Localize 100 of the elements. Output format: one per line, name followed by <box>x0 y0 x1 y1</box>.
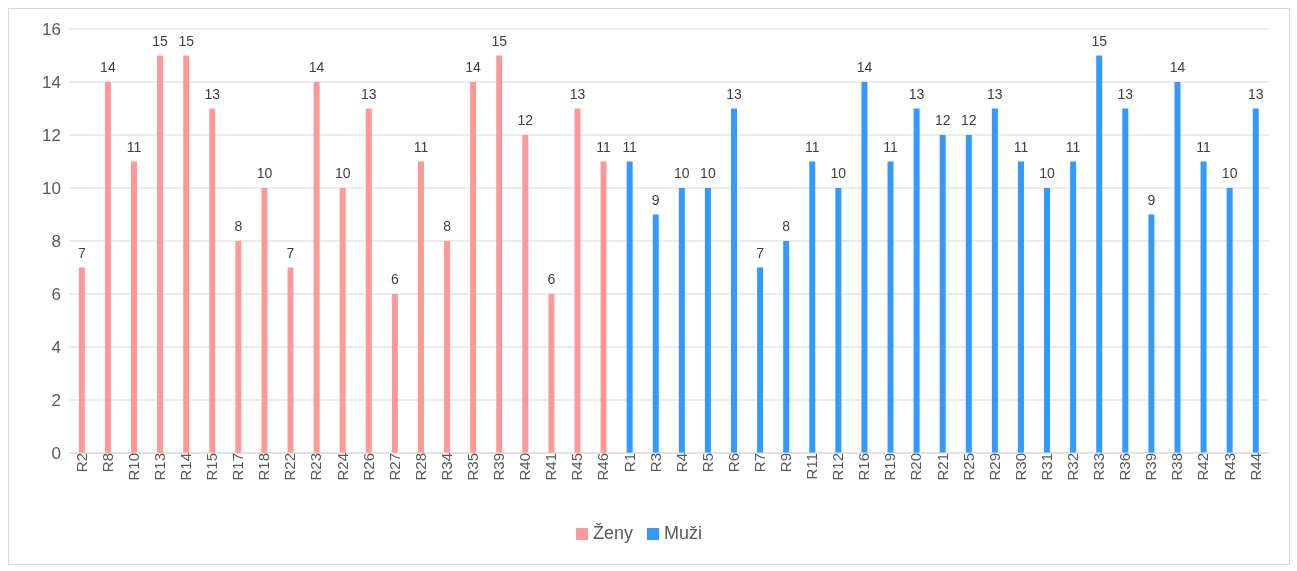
data-label: 11 <box>413 138 429 155</box>
x-tick-label: R42 <box>1194 453 1212 481</box>
bar <box>1122 108 1129 453</box>
data-label: 15 <box>491 32 508 49</box>
data-label: 8 <box>234 218 243 234</box>
data-label: 10 <box>830 165 847 181</box>
bar <box>548 294 555 453</box>
bar <box>235 241 242 453</box>
data-label: 10 <box>1039 165 1056 181</box>
data-label: 6 <box>547 271 556 287</box>
data-label: 13 <box>204 85 221 102</box>
x-tick-label: R24 <box>333 453 351 481</box>
x-tick-label: R39 <box>1142 453 1160 481</box>
data-label: 11 <box>883 138 898 155</box>
x-tick-label: R43 <box>1220 453 1238 481</box>
x-tick-label: R44 <box>1246 453 1264 481</box>
data-label: 7 <box>77 244 86 261</box>
bar <box>991 108 998 453</box>
data-label: 10 <box>700 165 716 181</box>
x-tick-label: R21 <box>933 453 951 481</box>
x-tick-label: R11 <box>803 453 821 480</box>
x-tick-label: R32 <box>1064 453 1081 481</box>
bar <box>1017 161 1024 453</box>
data-label: 10 <box>1221 165 1238 181</box>
x-tick-label: R15 <box>203 453 221 481</box>
x-tick-label: R8 <box>98 453 116 473</box>
x-tick-label: R2 <box>72 453 90 473</box>
bar <box>470 82 477 453</box>
data-label: 13 <box>360 85 377 102</box>
data-label: 8 <box>443 218 452 234</box>
data-label: 11 <box>804 138 820 155</box>
x-tick-label: R34 <box>437 453 455 481</box>
bar <box>783 241 790 453</box>
data-label: 9 <box>651 191 660 208</box>
x-tick-label: R23 <box>307 453 325 481</box>
bar <box>391 294 398 453</box>
x-tick-label: R20 <box>907 453 925 481</box>
data-label: 10 <box>674 165 690 181</box>
data-label: 7 <box>756 244 765 261</box>
data-label: 10 <box>256 165 273 181</box>
data-label: 14 <box>100 59 116 75</box>
x-tick-label: R40 <box>516 453 534 481</box>
x-tick-label: R1 <box>620 453 638 473</box>
bar <box>287 267 294 453</box>
bar <box>183 55 190 453</box>
bar <box>887 161 894 453</box>
bar <box>313 82 320 453</box>
data-label: 14 <box>1169 59 1186 75</box>
x-tick-label: R28 <box>411 453 429 481</box>
x-tick-label: R4 <box>672 453 690 473</box>
bar <box>704 188 711 453</box>
data-label: 12 <box>517 112 534 128</box>
y-tick-label: 10 <box>42 179 61 199</box>
x-tick-label: R36 <box>1116 453 1134 481</box>
x-tick-label: R14 <box>177 453 195 481</box>
bar <box>757 267 764 453</box>
x-tick-label: R41 <box>542 453 560 481</box>
bar <box>1148 214 1155 453</box>
x-tick-label: R35 <box>464 453 481 481</box>
x-tick-label: R19 <box>881 453 899 481</box>
data-label: 12 <box>934 112 951 128</box>
data-label: 14 <box>465 59 482 75</box>
bar <box>1200 161 1207 453</box>
data-label: 7 <box>286 244 295 261</box>
data-label: 10 <box>334 165 351 181</box>
bar <box>835 188 842 453</box>
x-tick-label: R22 <box>281 453 299 481</box>
bar <box>626 161 633 453</box>
data-label: 13 <box>987 85 1003 102</box>
data-label: 15 <box>1091 32 1108 49</box>
bar <box>104 82 111 453</box>
x-tick-label: R13 <box>150 453 168 481</box>
y-tick-label: 14 <box>42 73 61 93</box>
bar <box>365 108 372 453</box>
legend-label: Ženy <box>592 523 633 544</box>
data-label: 13 <box>1247 85 1264 102</box>
x-tick-label: R39 <box>490 453 508 481</box>
x-tick-label: R30 <box>1011 453 1029 481</box>
x-tick-label: R9 <box>777 453 795 473</box>
data-label: 14 <box>856 59 873 75</box>
x-tick-label: R17 <box>229 453 247 481</box>
bar <box>1252 108 1259 453</box>
bar <box>339 188 346 453</box>
bar <box>600 161 607 453</box>
data-label: 9 <box>1147 191 1156 208</box>
x-tick-label: R31 <box>1037 453 1055 481</box>
x-tick-label: R18 <box>255 453 273 481</box>
bar <box>678 188 685 453</box>
x-tick-label: R25 <box>959 453 977 481</box>
data-label: 15 <box>178 32 195 49</box>
bar <box>261 188 268 453</box>
data-label: 13 <box>569 85 586 102</box>
bar <box>209 108 216 453</box>
data-label: 11 <box>1065 138 1081 155</box>
data-label: 11 <box>1196 138 1212 155</box>
data-label: 14 <box>308 59 325 75</box>
bar <box>731 108 737 453</box>
x-tick-label: R29 <box>985 453 1003 481</box>
x-tick-label: R46 <box>594 453 612 481</box>
data-label: 8 <box>782 218 791 234</box>
